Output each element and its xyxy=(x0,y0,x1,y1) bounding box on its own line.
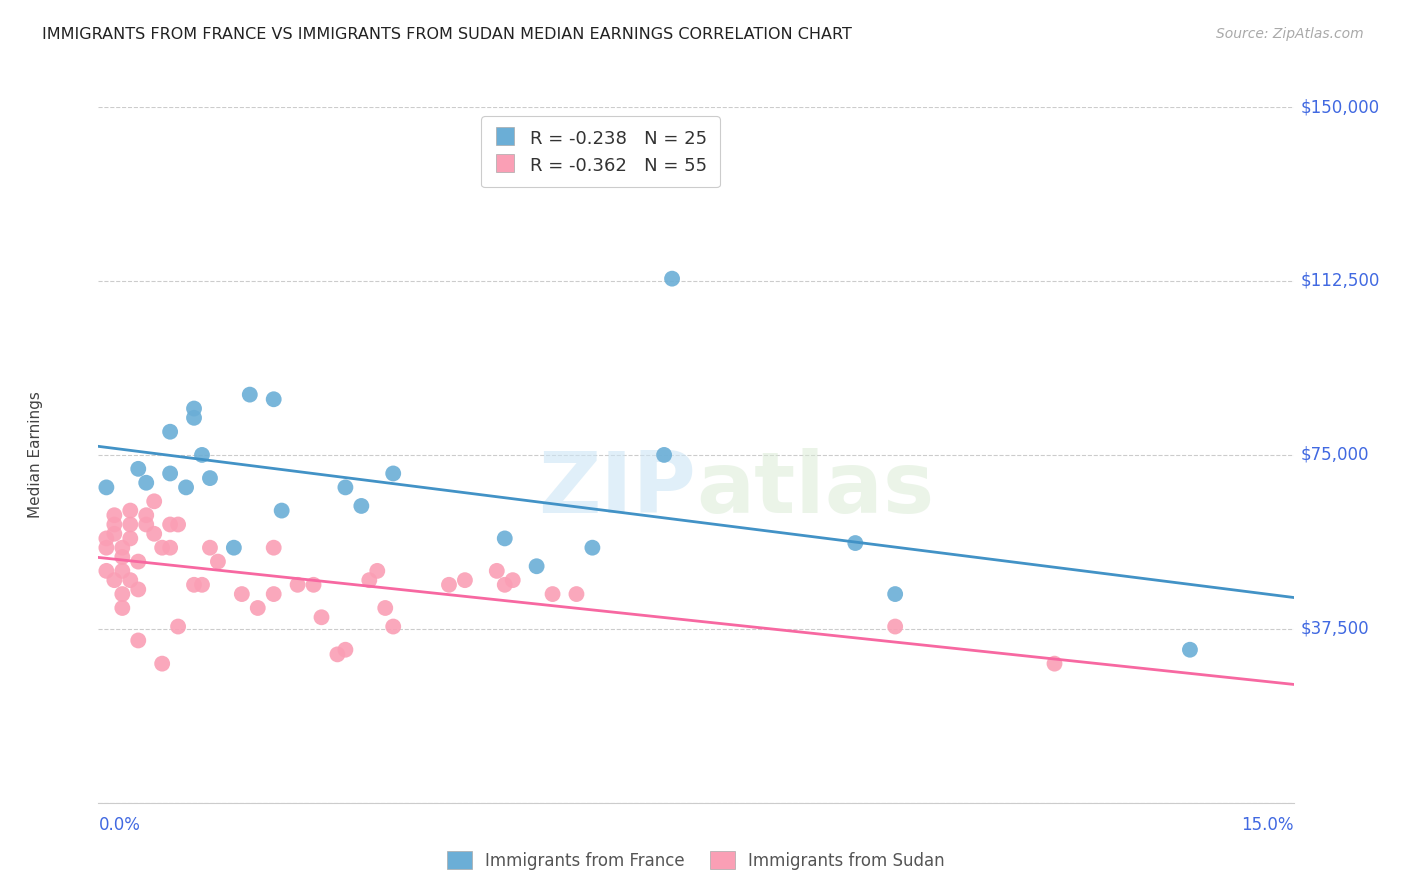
Text: $37,500: $37,500 xyxy=(1301,620,1369,638)
Text: atlas: atlas xyxy=(696,448,934,532)
Point xyxy=(263,541,285,555)
Point xyxy=(884,587,907,601)
Point xyxy=(183,410,205,425)
Text: $112,500: $112,500 xyxy=(1301,272,1379,290)
Point xyxy=(150,541,173,555)
Point xyxy=(159,517,181,532)
Point xyxy=(127,582,149,597)
Point xyxy=(661,271,683,285)
Point xyxy=(111,601,134,615)
Point xyxy=(183,578,205,592)
Point xyxy=(111,587,134,601)
Text: ZIP: ZIP xyxy=(538,448,696,532)
Point xyxy=(96,532,118,546)
Point xyxy=(366,564,388,578)
Text: 15.0%: 15.0% xyxy=(1241,816,1294,834)
Point xyxy=(103,573,125,587)
Point xyxy=(135,508,157,523)
Text: Source: ZipAtlas.com: Source: ZipAtlas.com xyxy=(1216,27,1364,41)
Point xyxy=(374,601,396,615)
Point xyxy=(127,555,149,569)
Point xyxy=(302,578,325,592)
Point xyxy=(382,467,405,481)
Point xyxy=(263,392,285,407)
Point xyxy=(167,517,190,532)
Point xyxy=(526,559,548,574)
Point xyxy=(143,494,166,508)
Point xyxy=(159,541,181,555)
Point xyxy=(207,555,229,569)
Point xyxy=(382,619,405,633)
Point xyxy=(270,503,292,517)
Point xyxy=(111,549,134,564)
Point xyxy=(359,573,381,587)
Point xyxy=(96,541,118,555)
Text: $75,000: $75,000 xyxy=(1301,446,1369,464)
Point xyxy=(335,480,357,494)
Point xyxy=(120,573,142,587)
Point xyxy=(198,471,221,485)
Point xyxy=(159,425,181,439)
Legend: Immigrants from France, Immigrants from Sudan: Immigrants from France, Immigrants from … xyxy=(439,843,953,878)
Point xyxy=(502,573,524,587)
Text: 0.0%: 0.0% xyxy=(98,816,141,834)
Point xyxy=(246,601,269,615)
Point xyxy=(494,532,516,546)
Point xyxy=(454,573,477,587)
Point xyxy=(1043,657,1066,671)
Point xyxy=(191,578,214,592)
Point xyxy=(350,499,373,513)
Point xyxy=(183,401,205,416)
Point xyxy=(198,541,221,555)
Point xyxy=(111,541,134,555)
Point xyxy=(326,648,349,662)
Point xyxy=(565,587,588,601)
Point xyxy=(581,541,603,555)
Point xyxy=(174,480,197,494)
Point xyxy=(541,587,564,601)
Point xyxy=(884,619,907,633)
Point xyxy=(159,467,181,481)
Point xyxy=(844,536,866,550)
Point xyxy=(120,503,142,517)
Point xyxy=(335,642,357,657)
Point xyxy=(485,564,508,578)
Point xyxy=(127,462,149,476)
Point xyxy=(103,517,125,532)
Point xyxy=(437,578,460,592)
Point xyxy=(143,526,166,541)
Point xyxy=(239,387,262,401)
Point xyxy=(96,564,118,578)
Point xyxy=(127,633,149,648)
Text: Median Earnings: Median Earnings xyxy=(28,392,42,518)
Point xyxy=(103,508,125,523)
Point xyxy=(150,657,173,671)
Point xyxy=(191,448,214,462)
Point xyxy=(494,578,516,592)
Point xyxy=(103,526,125,541)
Point xyxy=(231,587,253,601)
Point xyxy=(120,517,142,532)
Point xyxy=(135,475,157,490)
Point xyxy=(311,610,333,624)
Point xyxy=(1178,642,1201,657)
Text: $150,000: $150,000 xyxy=(1301,98,1379,116)
Point xyxy=(652,448,675,462)
Point xyxy=(135,517,157,532)
Point xyxy=(120,532,142,546)
Point xyxy=(287,578,309,592)
Text: IMMIGRANTS FROM FRANCE VS IMMIGRANTS FROM SUDAN MEDIAN EARNINGS CORRELATION CHAR: IMMIGRANTS FROM FRANCE VS IMMIGRANTS FRO… xyxy=(42,27,852,42)
Point xyxy=(167,619,190,633)
Point xyxy=(96,480,118,494)
Point xyxy=(263,587,285,601)
Point xyxy=(111,564,134,578)
Point xyxy=(222,541,245,555)
